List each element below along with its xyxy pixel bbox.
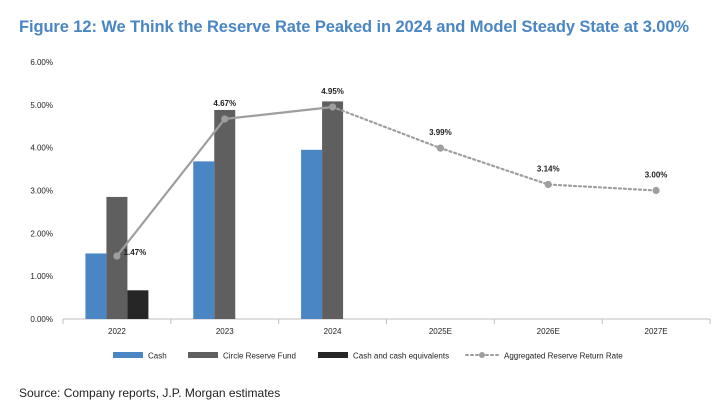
x-tick-label: 2025E — [429, 327, 452, 336]
bar-circle-reserve-fund — [322, 101, 344, 319]
y-tick-label: 5.00% — [30, 101, 53, 110]
source-note: Source: Company reports, J.P. Morgan est… — [19, 386, 281, 400]
aggregated-point — [652, 186, 660, 195]
y-tick-label: 3.00% — [30, 187, 53, 196]
y-tick-label: 0.00% — [30, 315, 53, 324]
data-label: 4.95% — [321, 87, 344, 96]
x-tick-label: 2022 — [108, 327, 126, 336]
legend-cash-equivalents-label: Cash and cash equivalents — [353, 352, 449, 361]
aggregated-point — [221, 115, 229, 123]
x-tick-label: 2026E — [537, 327, 560, 336]
bar-cash — [85, 253, 107, 319]
legend-aggregated-rate-marker — [479, 352, 485, 358]
aggregated-point — [113, 252, 121, 260]
chart-title: Figure 12: We Think the Reserve Rate Pea… — [19, 18, 689, 36]
legend-cash-swatch — [113, 352, 143, 358]
aggregated-point — [544, 180, 552, 189]
bar-cash — [193, 161, 215, 319]
legend-aggregated-rate-label: Aggregated Reserve Return Rate — [504, 352, 623, 361]
aggregated-point — [436, 144, 445, 152]
legend-circle-reserve-fund-swatch — [188, 352, 218, 358]
y-tick-label: 1.00% — [30, 272, 53, 281]
legend-circle-reserve-fund-label: Circle Reserve Fund — [223, 352, 296, 361]
aggregated-point — [328, 103, 337, 111]
bar-circle-reserve-fund — [214, 109, 236, 320]
bar-cash — [301, 149, 323, 319]
data-label: 3.99% — [429, 128, 452, 137]
bar-cash-equivalents — [127, 290, 149, 319]
aggregated-line-dotted — [331, 105, 658, 192]
x-tick-label: 2023 — [216, 327, 234, 336]
legend-cash-equivalents-swatch — [318, 352, 348, 358]
x-tick-label: 2027E — [645, 327, 668, 336]
data-label: 1.47% — [124, 248, 147, 257]
data-label: 3.00% — [645, 171, 668, 180]
y-tick-label: 6.00% — [30, 58, 53, 67]
y-tick-label: 4.00% — [30, 144, 53, 153]
x-tick-label: 2024 — [324, 327, 342, 336]
data-label: 4.67% — [213, 99, 236, 108]
legend-cash-label: Cash — [148, 352, 167, 361]
y-tick-label: 2.00% — [30, 229, 53, 238]
chart-area: 0.00% 1.00% 2.00% 3.00% 4.00% 5.00% 6.00% 2022 2… — [30, 58, 711, 361]
data-label: 3.14% — [537, 165, 560, 174]
